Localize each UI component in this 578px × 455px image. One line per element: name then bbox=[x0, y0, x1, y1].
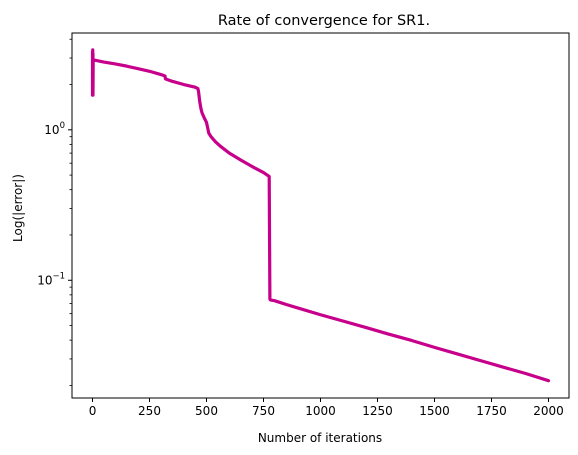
y-tick-label: 10−1 bbox=[37, 271, 65, 287]
y-axis-label-group: Log(|error|) bbox=[11, 174, 25, 242]
x-tick-label: 1750 bbox=[476, 404, 507, 418]
chart-title: Rate of convergence for SR1. bbox=[218, 13, 430, 29]
y-tick-label: 100 bbox=[44, 121, 65, 137]
series-line-0 bbox=[90, 48, 551, 383]
x-tick-label: 0 bbox=[89, 404, 97, 418]
x-tick-label: 1000 bbox=[305, 404, 336, 418]
x-axis-label: Number of iterations bbox=[258, 431, 382, 445]
x-tick-label: 1250 bbox=[362, 404, 393, 418]
x-tick-label: 2000 bbox=[533, 404, 564, 418]
x-tick-label: 750 bbox=[252, 404, 275, 418]
x-tick-label: 500 bbox=[195, 404, 218, 418]
plot-frame bbox=[71, 32, 570, 399]
x-tick-label: 1500 bbox=[419, 404, 450, 418]
x-tick-label: 250 bbox=[138, 404, 161, 418]
y-axis-label: Log(|error|) bbox=[11, 174, 25, 242]
